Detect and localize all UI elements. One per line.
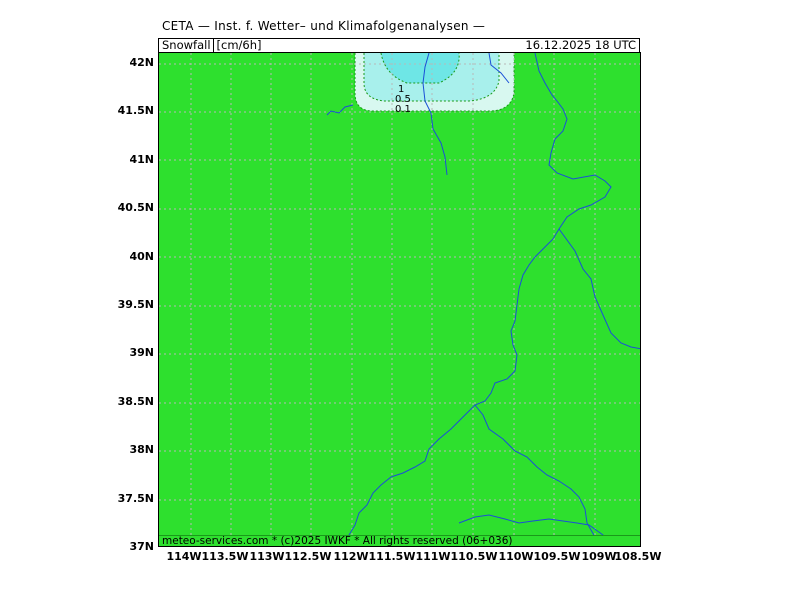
river-green-branch bbox=[558, 228, 640, 350]
lon-label-112w: 112W bbox=[333, 550, 369, 563]
river-north-creek bbox=[422, 53, 448, 176]
lon-label-109-5w: 109.5W bbox=[533, 550, 581, 563]
lat-label-41-5n: 41.5N bbox=[117, 104, 154, 117]
snowfall-area-1 bbox=[381, 53, 460, 83]
chart-title: CETA — Inst. f. Wetter– und Klimafolgena… bbox=[162, 19, 486, 33]
lat-label-37-5n: 37.5N bbox=[117, 492, 154, 505]
lon-label-110w: 110W bbox=[498, 550, 534, 563]
lat-label-40-5n: 40.5N bbox=[117, 201, 154, 214]
contour-label-1: 1 bbox=[398, 84, 405, 95]
contour-label-0.1: 0.1 bbox=[395, 104, 411, 115]
parameter-bar: Snowfall [cm/6h] 16.12.2025 18 UTC bbox=[158, 38, 640, 52]
lat-label-39n: 39N bbox=[129, 346, 154, 359]
lon-label-113w: 113W bbox=[249, 550, 285, 563]
lat-label-37n: 37N bbox=[129, 540, 154, 553]
copyright-footer: meteo-services.com * (c)2025 IWKF * All … bbox=[159, 535, 640, 547]
lon-label-113-5w: 113.5W bbox=[201, 550, 249, 563]
map-canvas bbox=[159, 53, 640, 546]
river-east-lower bbox=[474, 404, 601, 546]
lat-label-38-5n: 38.5N bbox=[117, 395, 154, 408]
river-main bbox=[337, 53, 612, 546]
parameter-unit: [cm/6h] bbox=[212, 38, 262, 52]
grid-lines bbox=[159, 53, 640, 546]
lat-label-41n: 41N bbox=[129, 153, 154, 166]
lat-label-38n: 38N bbox=[129, 443, 154, 456]
river-west-north bbox=[326, 104, 354, 116]
lon-label-108-5w: 108.5W bbox=[614, 550, 662, 563]
contour-label-0.5: 0.5 bbox=[395, 94, 411, 105]
river-north-east bbox=[488, 53, 510, 84]
contour-line-0.5 bbox=[363, 53, 500, 102]
lat-label-42n: 42N bbox=[129, 56, 154, 69]
valid-datetime: 16.12.2025 18 UTC bbox=[525, 38, 636, 52]
lat-label-39-5n: 39.5N bbox=[117, 298, 154, 311]
lon-label-114w: 114W bbox=[166, 550, 202, 563]
lon-label-112-5w: 112.5W bbox=[284, 550, 332, 563]
parameter-label: Snowfall [cm/6h] bbox=[162, 38, 262, 52]
rivers bbox=[326, 53, 640, 546]
lon-label-110-5w: 110.5W bbox=[450, 550, 498, 563]
lat-label-40n: 40N bbox=[129, 250, 154, 263]
map-frame: 1 0.5 0.1 bbox=[158, 52, 641, 547]
lon-label-111-5w: 111.5W bbox=[368, 550, 416, 563]
lon-label-111w: 111W bbox=[415, 550, 451, 563]
parameter-name: Snowfall bbox=[162, 38, 211, 52]
river-san-juan bbox=[458, 514, 611, 546]
lon-label-109w: 109W bbox=[581, 550, 617, 563]
